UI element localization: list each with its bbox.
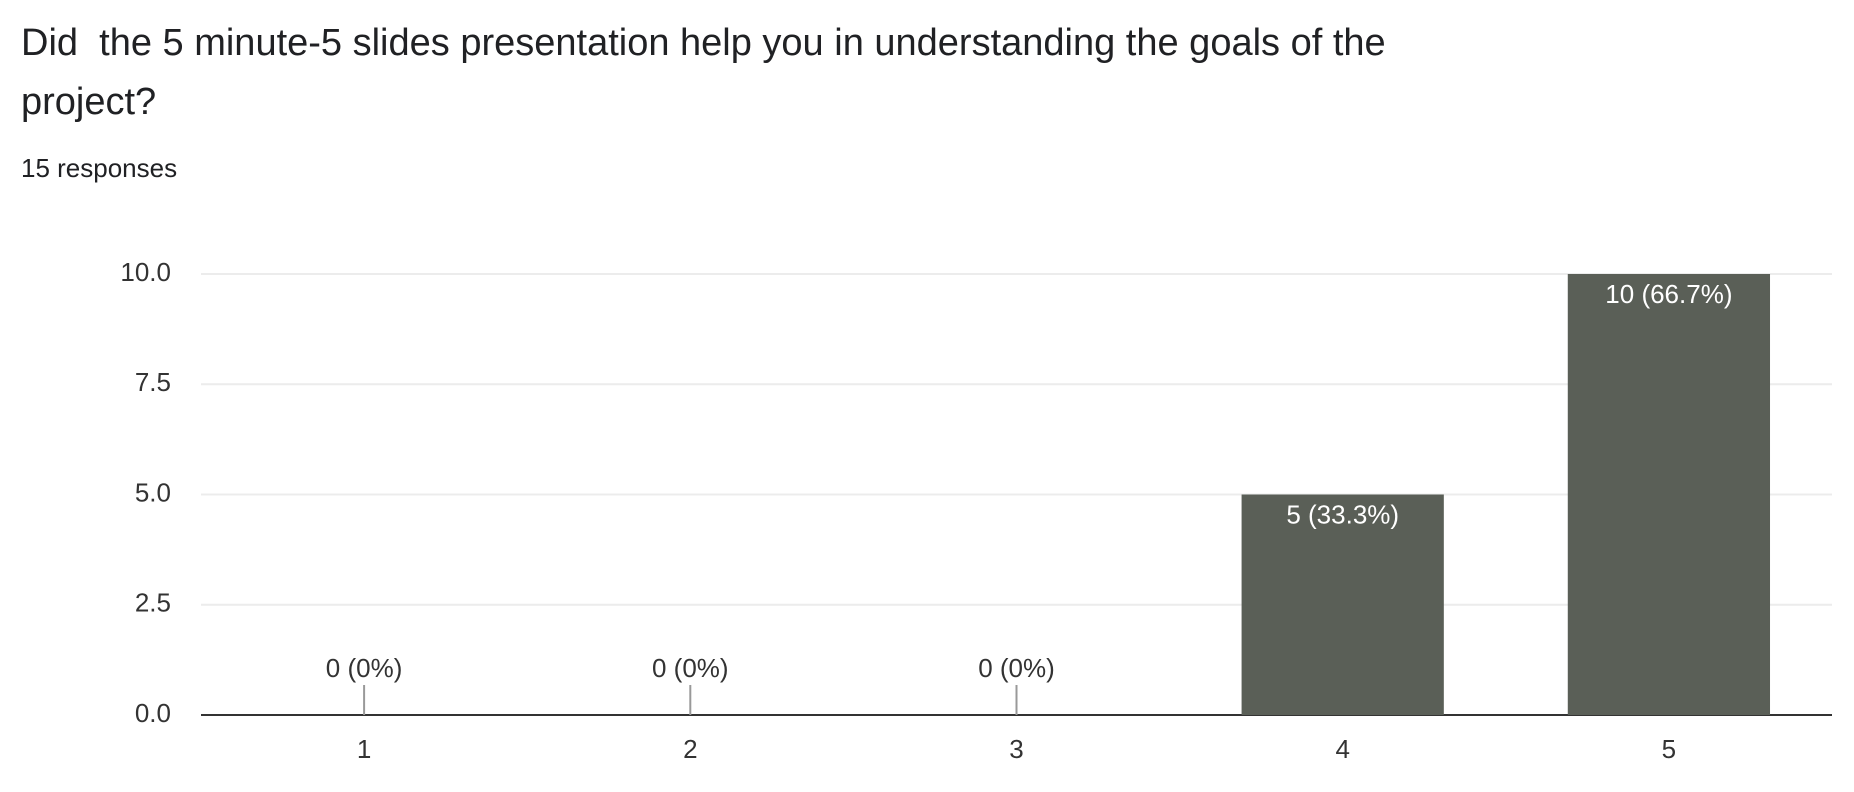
- bar: [1241, 494, 1444, 715]
- value-label: 0 (0%): [652, 653, 729, 683]
- y-tick-label: 10.0: [120, 257, 171, 287]
- y-tick-label: 7.5: [135, 367, 171, 397]
- response-count: 15 responses: [21, 153, 178, 183]
- bar: [1567, 274, 1771, 715]
- x-tick-label: 4: [1335, 734, 1349, 764]
- value-label: 0 (0%): [978, 653, 1055, 683]
- x-tick-label: 3: [1009, 734, 1023, 764]
- y-tick-label: 2.5: [135, 588, 171, 618]
- value-label: 5 (33.3%): [1286, 499, 1399, 529]
- x-tick-label: 1: [357, 734, 371, 764]
- y-tick-label: 5.0: [135, 477, 171, 507]
- chart-title: Did the 5 minute-5 slides presentation h…: [21, 22, 1397, 123]
- value-label: 0 (0%): [326, 653, 403, 683]
- x-tick-label: 2: [683, 734, 697, 764]
- y-tick-label: 0.0: [135, 698, 171, 728]
- value-label: 10 (66.7%): [1605, 279, 1732, 309]
- x-tick-label: 5: [1662, 734, 1676, 764]
